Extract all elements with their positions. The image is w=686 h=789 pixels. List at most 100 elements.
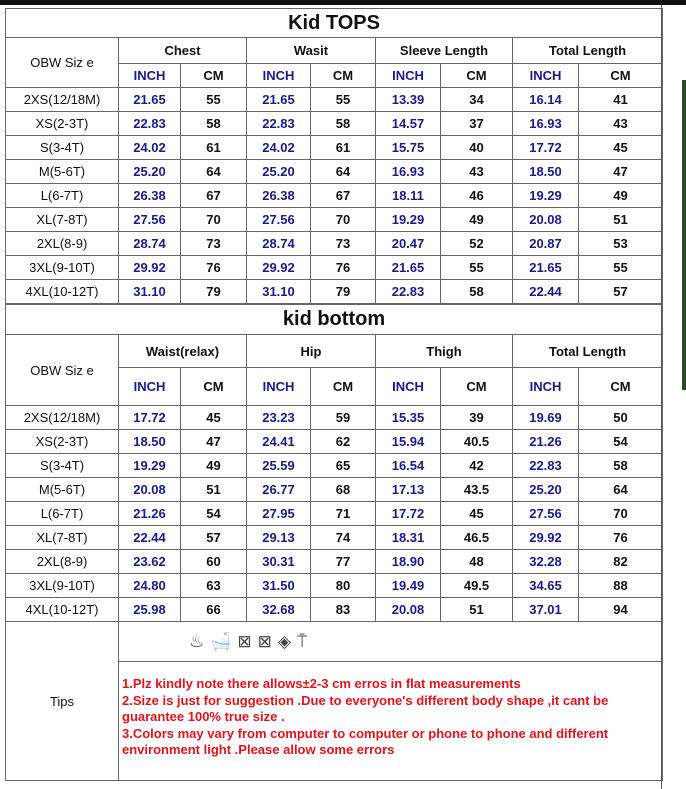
cm-cell: 70 — [578, 501, 663, 526]
cm-cell: 67 — [180, 183, 247, 208]
inch-cell: 37.01 — [512, 597, 579, 622]
cm-cell: 34 — [440, 87, 513, 112]
cm-cell: 83 — [310, 597, 376, 622]
cm-cell: 61 — [310, 135, 376, 160]
cm-cell: 64 — [310, 159, 376, 184]
inch-cell: 26.38 — [246, 183, 311, 208]
cm-cell: 46 — [440, 183, 513, 208]
inch-cell: 31.10 — [118, 279, 181, 304]
cm-cell: 55 — [440, 255, 513, 280]
cm-cell: 58 — [440, 279, 513, 304]
cm-cell: 67 — [310, 183, 376, 208]
table-row: 3XL(9-10T) 24.80 63 31.50 80 19.49 49.5 34.65 88 — [5, 573, 663, 598]
inch-cell: 27.56 — [246, 207, 311, 232]
inch-cell: 20.08 — [375, 597, 441, 622]
cm-cell: 82 — [578, 549, 663, 574]
tops-title: Kid TOPS — [4, 8, 664, 38]
cm-cell: 52 — [440, 231, 513, 256]
table-row: L(6-7T) 26.38 67 26.38 67 18.11 46 19.29 49 — [5, 183, 664, 208]
size-cell: 2XS(12/18M) — [5, 405, 119, 430]
table-row: S(3-4T) 19.29 49 25.59 65 16.54 42 22.83 58 — [5, 453, 663, 478]
cm-cell: 58 — [180, 111, 247, 136]
table-row: L(6-7T) 21.26 54 27.95 71 17.72 45 27.56 70 — [5, 501, 663, 526]
inch-cell: 19.29 — [375, 207, 441, 232]
cm-cell: 79 — [310, 279, 376, 304]
group-header: Total Length — [512, 334, 663, 368]
table-row: 3XL(9-10T) 29.92 76 29.92 76 21.65 55 21.65 55 — [5, 255, 664, 280]
cm-cell: 47 — [577, 159, 664, 184]
care-row: Tips ♨🛁⊠⊠◈⍑ — [5, 621, 663, 781]
size-cell: M(5-6T) — [5, 159, 119, 184]
inch-cell: 22.83 — [512, 453, 579, 478]
inch-cell: 26.38 — [118, 183, 181, 208]
inch-cell: 17.72 — [375, 501, 441, 526]
table-row: XS(2-3T) 22.83 58 22.83 58 14.57 37 16.93 43 — [5, 111, 664, 136]
inch-cell: 21.65 — [375, 255, 441, 280]
size-cell: 2XS(12/18M) — [5, 87, 119, 112]
cm-cell: 70 — [310, 207, 376, 232]
cm-cell: 49.5 — [440, 573, 513, 598]
cm-cell: 45 — [577, 135, 664, 160]
inch-cell: 20.08 — [512, 207, 579, 232]
inch-cell: 21.65 — [512, 255, 579, 280]
cm-cell: 73 — [180, 231, 247, 256]
inch-cell: 22.44 — [512, 279, 579, 304]
bottom-title: kid bottom — [5, 304, 663, 335]
kid-tops-table: Kid TOPS OBW Siz e Chest Wasit Sleeve Le… — [4, 8, 664, 304]
inch-cell: 22.83 — [246, 111, 311, 136]
cm-cell: 65 — [310, 453, 376, 478]
cm-cell: 55 — [577, 255, 664, 280]
size-cell: XL(7-8T) — [5, 207, 119, 232]
inch-cell: 27.56 — [118, 207, 181, 232]
inch-cell: 24.02 — [246, 135, 311, 160]
inch-cell: 25.20 — [512, 477, 579, 502]
cm-cell: 51 — [440, 597, 513, 622]
table-row: 2XS(12/18M) 21.65 55 21.65 55 13.39 34 16.14 41 — [5, 87, 664, 112]
inch-cell: 24.80 — [118, 573, 181, 598]
inch-cell: 18.50 — [512, 159, 579, 184]
cm-cell: 42 — [440, 453, 513, 478]
table-row: XS(2-3T) 18.50 47 24.41 62 15.94 40.5 21.26 54 — [5, 429, 663, 454]
size-cell: XS(2-3T) — [5, 111, 119, 136]
table-row: M(5-6T) 25.20 64 25.20 64 16.93 43 18.50 47 — [5, 159, 664, 184]
inch-cell: 17.72 — [118, 405, 181, 430]
inch-cell: 25.98 — [118, 597, 181, 622]
side-photo-fragment — [682, 80, 686, 390]
cm-cell: 43.5 — [440, 477, 513, 502]
tip-line: 2.Size is just for suggestion .Due to ev… — [122, 692, 609, 725]
inch-cell: 17.72 — [512, 135, 579, 160]
group-header: Sleeve Length — [375, 37, 513, 64]
unit-inch-header: INCH — [118, 367, 181, 406]
unit-cm-header: CM — [577, 63, 664, 88]
unit-cm-header: CM — [180, 367, 247, 406]
cm-cell: 76 — [310, 255, 376, 280]
size-cell: M(5-6T) — [5, 477, 119, 502]
inch-cell: 22.83 — [375, 279, 441, 304]
inch-cell: 16.14 — [512, 87, 579, 112]
inch-cell: 34.65 — [512, 573, 579, 598]
cm-cell: 46.5 — [440, 525, 513, 550]
no-dryer-icon: ⊠ — [257, 631, 278, 651]
tip-line: 1.Plz kindly note there allows±2-3 cm er… — [122, 676, 521, 691]
cm-cell: 51 — [577, 207, 664, 232]
cm-cell: 49 — [440, 207, 513, 232]
inch-cell: 16.93 — [512, 111, 579, 136]
inch-cell: 24.41 — [246, 429, 311, 454]
inch-cell: 19.29 — [118, 453, 181, 478]
table-row: S(3-4T) 24.02 61 24.02 61 15.75 40 17.72 45 — [5, 135, 664, 160]
group-header: Total Length — [511, 37, 664, 64]
inch-cell: 31.10 — [246, 279, 311, 304]
group-header: Thigh — [375, 334, 513, 368]
hang-dry-icon: ⍑ — [297, 631, 314, 651]
cm-cell: 64 — [578, 477, 663, 502]
cm-cell: 53 — [577, 231, 664, 256]
size-cell: 2XL(8-9) — [5, 231, 119, 256]
cm-cell: 76 — [180, 255, 247, 280]
hand-wash-icon: ♨ — [189, 631, 211, 651]
group-header: Hip — [246, 334, 376, 368]
inch-cell: 30.31 — [246, 549, 311, 574]
inch-cell: 22.44 — [118, 525, 181, 550]
cm-cell: 39 — [440, 405, 513, 430]
top-border — [0, 0, 686, 5]
cm-cell: 43 — [440, 159, 513, 184]
